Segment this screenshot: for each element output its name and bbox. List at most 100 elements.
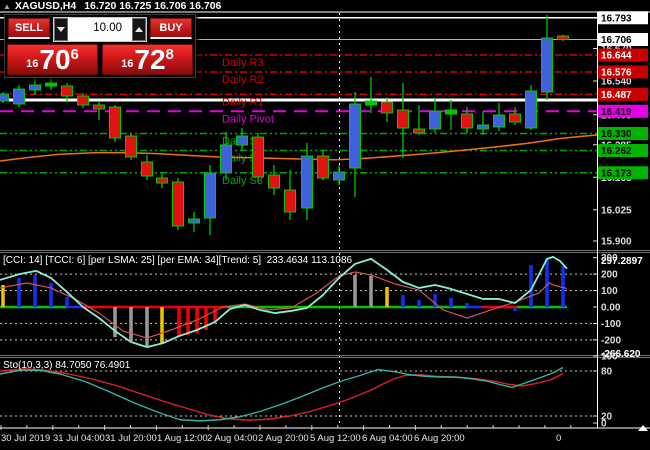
cci-fast-line [0,255,568,348]
candlestick [61,85,73,97]
candlestick [156,177,168,184]
price-axis-box-label: 16.576 [601,68,632,79]
cci-indicator-label: [CCI: 14] [TCCI: 6] [per LSMA: 25] [per … [3,255,353,266]
candlestick [461,113,473,129]
time-axis-label: 31 Jul 04:00 [53,433,105,444]
one-click-trading-panel: SELL 10.00 BUY 16 70 6 16 72 8 [4,14,196,78]
candlestick [557,35,569,40]
sto-main-line [0,366,564,422]
price-axis-box [598,104,648,118]
trade-buttons-row: SELL 10.00 BUY [5,17,195,42]
sto-axis-label: 0 [601,419,607,430]
candlestick [109,106,121,139]
candlestick [317,155,329,179]
candlestick [93,104,105,110]
time-axis-label: 2 Aug 20:00 [258,433,309,444]
pivot-line-label: Daily R1 [222,96,264,108]
volume-input[interactable]: 10.00 [68,18,132,41]
candlestick [13,88,25,105]
pivot-line-label: Daily S3 [222,175,263,187]
candlestick [397,109,409,129]
symbol-title: XAGUSD,H4 [14,0,77,12]
candlestick [333,171,345,181]
moving-average-line [0,134,598,162]
buy-price-sup: 8 [165,46,174,63]
sell-price-display[interactable]: 16 70 6 [7,44,98,75]
candlestick [413,128,425,134]
cci-current-value-label: 297.2897 [601,256,643,267]
candlestick [125,135,137,158]
volume-spinner: 10.00 [53,17,147,42]
buy-price-prefix: 16 [121,58,134,70]
pivot-line-label: Daily R2 [222,74,264,86]
sell-price-prefix: 16 [26,58,39,70]
cci-axis-label: 300 [601,253,618,264]
price-axis-box [598,87,648,101]
candlestick [141,161,153,177]
candlestick [365,100,377,106]
sell-price-sup: 6 [70,46,79,63]
trade-prices-row: 16 70 6 16 72 8 [7,44,193,75]
candlestick [220,144,232,174]
candlestick [477,124,489,130]
candlestick [204,172,216,219]
time-axis-label: 0 [556,433,561,444]
buy-price-main: 72 [134,43,166,75]
buy-price-display[interactable]: 16 72 8 [102,44,193,75]
sell-price-main: 70 [39,43,71,75]
cci-axis-label: -100 [601,319,621,330]
chevron-down-icon [57,27,65,32]
cci-current-value-label: -266.620 [601,349,641,360]
sell-button[interactable]: SELL [8,18,50,39]
chevron-up-icon [135,27,143,32]
volume-increase-button[interactable] [132,18,146,41]
cci-slow-line [0,271,568,339]
price-axis-box-label: 16.793 [601,13,632,24]
price-axis-label: 15.900 [601,237,632,248]
cci-axis-label: 0.00 [601,303,621,314]
cci-axis-label: 200 [601,270,618,281]
price-axis-box-label: 16.262 [601,146,632,157]
candlestick [77,95,89,106]
window-menu-icon[interactable]: ▲ [3,2,11,11]
price-axis-box-label: 16.419 [601,107,632,118]
volume-decrease-button[interactable] [54,18,68,41]
price-axis-box [598,48,648,62]
candlestick [429,110,441,130]
candlestick [172,181,184,227]
candlestick [349,103,361,169]
cci-axis-label: 100 [601,286,618,297]
sto-axis-label: 20 [601,412,613,423]
candlestick [301,155,313,209]
time-axis-label: 1 Aug 12:00 [157,433,208,444]
price-axis-box [598,127,648,140]
price-axis-box [598,65,648,79]
candlestick [252,136,264,178]
price-axis-box-label: 16.173 [601,168,632,179]
time-axis-label: 6 Aug 04:00 [362,433,413,444]
pivot-line-label: Daily R3 [222,57,264,69]
time-axis-label: 31 Jul 20:00 [105,433,157,444]
cci-axis-label: -200 [601,335,621,346]
candlestick [45,82,57,87]
price-axis-box-label: 16.706 [601,35,632,46]
candlestick [541,37,553,93]
sto-axis-label: 80 [601,367,613,378]
price-axis-label: 16.025 [601,205,632,216]
buy-button[interactable]: BUY [150,18,192,39]
price-axis-box-label: 16.644 [601,51,632,62]
price-axis-box [598,144,648,157]
candlestick [509,113,521,123]
time-axis-label: 30 Jul 2019 [1,433,50,444]
sto-signal-line [0,368,564,421]
candlestick [29,84,41,91]
candlestick [525,90,537,129]
chart-shift-marker [638,425,648,431]
ohlc-quote-text: 16.720 16.725 16.706 16.706 [84,0,222,12]
time-axis-label: 6 Aug 20:00 [414,433,465,444]
price-axis-box [598,166,648,180]
candlestick [284,189,296,213]
sto-indicator-label: Sto(10,3,3) 84.7050 76.4901 [3,360,131,371]
